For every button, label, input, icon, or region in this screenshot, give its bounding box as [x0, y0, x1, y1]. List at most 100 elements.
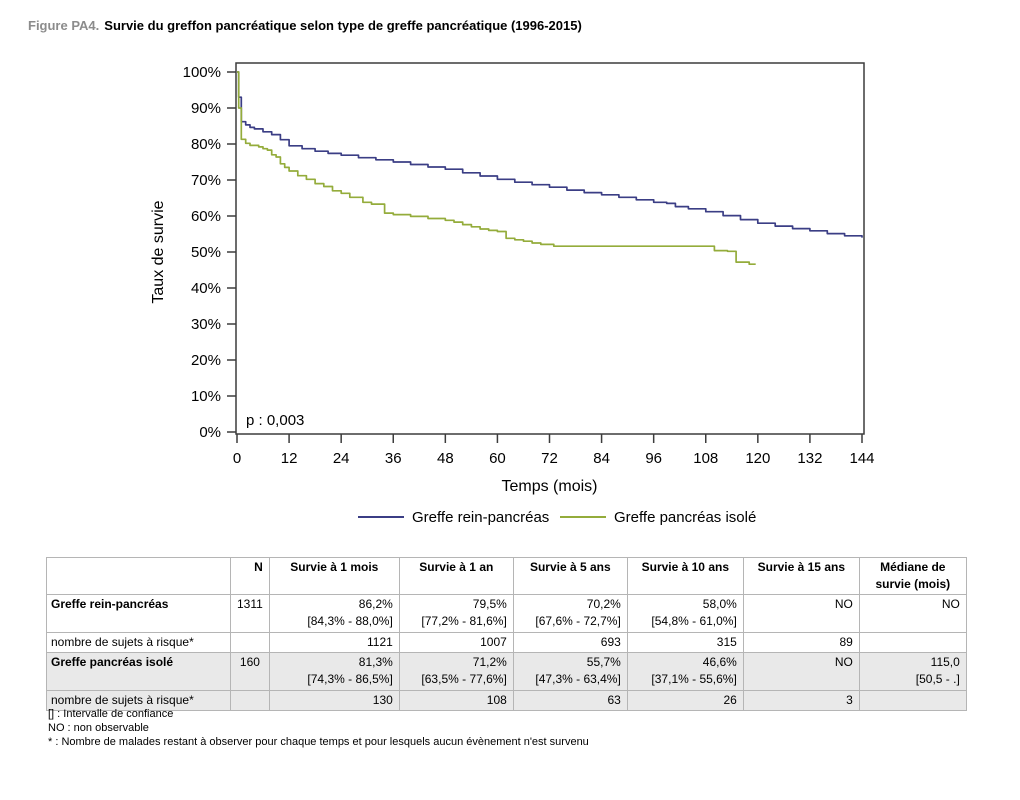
table-cell: 693: [512, 632, 628, 653]
y-axis-tick-label: 50%: [191, 244, 221, 261]
series-line-pancreas-isole: [237, 71, 756, 266]
legend-label-rein-pancreas: Greffe rein-pancréas: [412, 509, 549, 526]
cell-value: 315: [716, 635, 737, 649]
plot-area-border: [235, 62, 865, 435]
x-axis-tick-label: 96: [645, 450, 662, 467]
cell-value: 79,5%: [472, 597, 507, 611]
table-row: nombre de sujets à risque* 130 108 63 26 3: [46, 690, 967, 711]
cell-value: 46,6%: [702, 655, 737, 669]
table-header-row: N Survie à 1 mois Survie à 1 an Survie à 5 …: [46, 557, 967, 595]
cell-confidence-interval: [74,3% - 86,5%]: [307, 672, 393, 686]
y-axis-tick-label: 100%: [183, 64, 221, 81]
y-axis-tick-label: 0%: [199, 424, 221, 441]
table-cell: 63: [512, 690, 628, 711]
table-cell: NO: [742, 652, 860, 691]
table-header-cell: N: [230, 557, 270, 595]
cell-value: NO: [941, 597, 960, 611]
table-cell: 1007: [398, 632, 514, 653]
cell-value: 55,7%: [586, 655, 621, 669]
table-cell: 1121: [268, 632, 400, 653]
x-axis-tick-label: 72: [541, 450, 558, 467]
cell-confidence-interval: [37,1% - 55,6%]: [651, 672, 737, 686]
footnote-no: NO : non observable: [48, 722, 149, 734]
y-axis-tick-label: 30%: [191, 316, 221, 333]
survival-table: N Survie à 1 mois Survie à 1 an Survie à 5 …: [46, 557, 967, 711]
table-header-cell: Survie à 1 mois: [268, 557, 400, 595]
series-line-rein-pancreas: [237, 71, 863, 238]
footnote-ci: [] : Intervalle de confiance: [48, 708, 174, 720]
cell-confidence-interval: [84,3% - 88,0%]: [307, 614, 393, 628]
legend-label-pancreas-isole: Greffe pancréas isolé: [614, 509, 756, 526]
cell-value: 89: [839, 635, 853, 649]
cell-value: NO: [834, 655, 853, 669]
x-axis-tick-label: 12: [281, 450, 298, 467]
y-axis-tick-label: 20%: [191, 352, 221, 369]
cell-value: 26: [723, 693, 737, 707]
table-cell: 70,2% [67,6% - 72,7%]: [512, 594, 628, 633]
x-axis-tick-label: 36: [385, 450, 402, 467]
table-cell: 58,0% [54,8% - 61,0%]: [626, 594, 744, 633]
cell-value: NO: [834, 597, 853, 611]
x-axis-tick-label: 108: [693, 450, 718, 467]
table-header: N Survie à 1 mois Survie à 1 an Survie à 5 …: [46, 557, 967, 595]
x-axis-label: Temps (mois): [501, 478, 597, 495]
table-cell: 71,2% [63,5% - 77,6%]: [398, 652, 514, 691]
table-header-cell: Survie à 1 an: [398, 557, 514, 595]
table-cell: [858, 632, 967, 653]
cell-value: 130: [372, 693, 393, 707]
cell-n: [230, 690, 270, 711]
cell-n: [230, 632, 270, 653]
cell-value: 86,2%: [358, 597, 393, 611]
cell-value: 3: [846, 693, 853, 707]
x-axis-tick-label: 144: [849, 450, 874, 467]
table-cell: 86,2% [84,3% - 88,0%]: [268, 594, 400, 633]
y-axis-tick-label: 80%: [191, 136, 221, 153]
x-axis-tick-label: 48: [437, 450, 454, 467]
row-label: nombre de sujets à risque*: [46, 632, 231, 653]
survival-chart: 0% 10% 20% 30% 40% 50% 60% 70% 80% 90% 100% 0 12 24 36…: [150, 62, 875, 526]
cell-n: 160: [230, 652, 270, 691]
table-cell: 130: [268, 690, 400, 711]
row-label: Greffe rein-pancréas: [46, 594, 231, 633]
table-header-cell: Survie à 10 ans: [626, 557, 744, 595]
cell-confidence-interval: [50,5 - .]: [915, 672, 960, 686]
cell-confidence-interval: [47,3% - 63,4%]: [535, 672, 621, 686]
footnote-risk: * : Nombre de malades restant à observer…: [48, 736, 589, 748]
cell-value: 108: [486, 693, 507, 707]
figure-title-text: Survie du greffon pancréatique selon typ…: [104, 18, 582, 33]
cell-confidence-interval: [77,2% - 81,6%]: [421, 614, 507, 628]
cell-value: 115,0: [930, 655, 960, 669]
row-label: Greffe pancréas isolé: [46, 652, 231, 691]
figure-number: Figure PA4.: [28, 18, 100, 33]
cell-n: 1311: [230, 594, 270, 633]
figure-title: Figure PA4. Survie du greffon pancréatiqu…: [28, 18, 582, 33]
table-cell: 89: [742, 632, 860, 653]
table-row: Greffe pancréas isolé 160 81,3% [74,3% - 86…: [46, 652, 967, 691]
table-row: nombre de sujets à risque* 1121 1007 693 315…: [46, 632, 967, 653]
table-header-cell: Survie à 5 ans: [512, 557, 628, 595]
cell-value: 58,0%: [702, 597, 737, 611]
table-cell: 3: [742, 690, 860, 711]
table-cell: 26: [626, 690, 744, 711]
cell-confidence-interval: [67,6% - 72,7%]: [535, 614, 621, 628]
cell-value: 70,2%: [586, 597, 621, 611]
y-axis-label: Taux de survie: [150, 200, 167, 303]
footnotes: [] : Intervalle de confiance NO : non ob…: [48, 707, 589, 749]
p-value-annotation: p : 0,003: [246, 412, 304, 429]
y-axis-tick-label: 70%: [191, 172, 221, 189]
cell-value: 81,3%: [358, 655, 393, 669]
x-axis-tick-label: 132: [797, 450, 822, 467]
x-axis-tick-label: 60: [489, 450, 506, 467]
x-axis-tick-label: 120: [745, 450, 770, 467]
y-axis-tick-label: 90%: [191, 100, 221, 117]
table-cell: 55,7% [47,3% - 63,4%]: [512, 652, 628, 691]
cell-value: 693: [600, 635, 621, 649]
cell-confidence-interval: [63,5% - 77,6%]: [421, 672, 507, 686]
table-cell: 315: [626, 632, 744, 653]
table-cell: 115,0 [50,5 - .]: [858, 652, 967, 691]
y-axis-tick-label: 10%: [191, 388, 221, 405]
table-cell: NO: [742, 594, 860, 633]
table-header-cell: Médiane de survie (mois): [858, 557, 967, 595]
cell-confidence-interval: [54,8% - 61,0%]: [651, 614, 737, 628]
